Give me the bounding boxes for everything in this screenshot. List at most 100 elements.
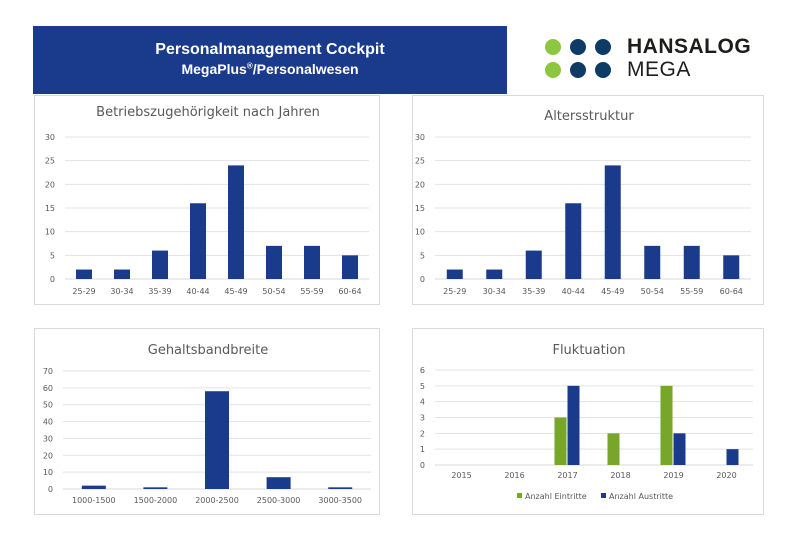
- x-tick-label: 2019: [663, 471, 683, 480]
- hansalog-logo: HANSALOG MEGA: [545, 35, 765, 82]
- y-tick-label: 5: [420, 382, 425, 391]
- x-tick-label: 50-54: [262, 287, 285, 296]
- y-tick-label: 30: [415, 133, 425, 142]
- bar: [304, 245, 320, 279]
- y-tick-label: 10: [415, 228, 425, 237]
- x-tick-label: 35-39: [148, 287, 171, 296]
- x-tick-label: 50-54: [641, 287, 664, 296]
- y-tick-label: 15: [45, 204, 55, 213]
- chart-betriebszugehoerigkeit: Betriebszugehörigkeit nach Jahren 0 5 10 15 2…: [34, 95, 380, 305]
- chart-title: Altersstruktur: [544, 109, 634, 124]
- chart-svg: Altersstruktur 0 5 10 15 20 25 30 25-29 30-34 35-3…: [415, 109, 751, 296]
- bar: [228, 165, 244, 279]
- logo-dots-icon: [545, 36, 625, 82]
- y-tick-label: 30: [45, 133, 55, 142]
- x-tick-label: 40-44: [562, 287, 585, 296]
- cockpit-subtitle: MegaPlus®/Personalwesen: [33, 61, 507, 77]
- chart-altersstruktur: Altersstruktur 0 5 10 15 20 25 30 25-29 30-34 35-3…: [412, 95, 764, 305]
- y-tick-label: 50: [43, 401, 53, 410]
- bar: [114, 269, 130, 279]
- x-tick-label: 45-49: [224, 287, 247, 296]
- x-tick-label: 30-34: [483, 287, 506, 296]
- x-tick-label: 60-64: [338, 287, 361, 296]
- chart-svg: Fluktuation 0 1 2 3 4 5 6 2015 2016 2017 2018 2019 20…: [420, 343, 753, 501]
- bar: [607, 433, 620, 465]
- bar: [644, 245, 661, 279]
- chart-title: Gehaltsbandbreite: [148, 343, 269, 358]
- y-tick-label: 1: [420, 445, 425, 454]
- x-tick-label: 1500-2000: [134, 496, 178, 505]
- y-tick-label: 20: [45, 180, 55, 189]
- chart-svg: Gehaltsbandbreite 0 10 20 30 40 50 60 70 1000-150…: [43, 343, 371, 505]
- bar: [266, 245, 282, 279]
- bar: [525, 250, 542, 279]
- x-tick-label: 60-64: [720, 287, 743, 296]
- x-tick-label: 55-59: [300, 287, 323, 296]
- bar: [152, 250, 168, 279]
- logo-dot-navy-2: [595, 39, 611, 55]
- logo-dot-navy-4: [595, 62, 611, 78]
- y-tick-label: 60: [43, 384, 53, 393]
- x-tick-label: 25-29: [72, 287, 95, 296]
- y-tick-label: 0: [48, 485, 53, 494]
- bar: [726, 449, 739, 465]
- y-tick-label: 6: [420, 366, 425, 375]
- bar: [486, 269, 503, 279]
- legend-label: Anzahl Austritte: [609, 492, 673, 501]
- bar: [723, 255, 740, 279]
- y-tick-label: 25: [45, 157, 55, 166]
- y-tick-label: 4: [420, 398, 425, 407]
- logo-text-hansalog: HANSALOG: [627, 35, 752, 58]
- y-tick-label: 0: [420, 275, 425, 284]
- bar: [328, 487, 353, 489]
- logo-text-mega: MEGA: [627, 58, 691, 81]
- y-tick-label: 15: [415, 204, 425, 213]
- x-tick-label: 2016: [504, 471, 524, 480]
- x-tick-label: 1000-1500: [72, 496, 116, 505]
- bar: [205, 391, 229, 489]
- x-tick-label: 55-59: [680, 287, 703, 296]
- bar: [446, 269, 463, 279]
- y-tick-label: 20: [43, 451, 53, 460]
- legend-swatch: [601, 493, 606, 498]
- bar: [604, 165, 621, 279]
- subtitle-rest: /Personalwesen: [252, 61, 359, 77]
- bar: [673, 433, 686, 465]
- chart-svg: Betriebszugehörigkeit nach Jahren 0 5 10 15 2…: [45, 105, 369, 296]
- bar: [143, 487, 168, 489]
- y-tick-label: 10: [45, 228, 55, 237]
- bar: [81, 485, 106, 489]
- y-tick-label: 0: [420, 461, 425, 470]
- y-tick-label: 3: [420, 414, 425, 423]
- bar: [660, 385, 673, 465]
- x-tick-label: 2500-3000: [257, 496, 301, 505]
- bar: [76, 269, 92, 279]
- y-tick-label: 20: [415, 180, 425, 189]
- x-tick-label: 30-34: [110, 287, 133, 296]
- bar: [266, 477, 291, 489]
- y-tick-label: 10: [43, 468, 53, 477]
- logo-dot-navy-3: [570, 62, 586, 78]
- subtitle-main: MegaPlus: [181, 61, 247, 77]
- x-tick-label: 2000-2500: [195, 496, 239, 505]
- y-tick-label: 0: [50, 275, 55, 284]
- y-tick-label: 40: [43, 418, 53, 427]
- bar: [342, 255, 358, 279]
- y-tick-label: 5: [50, 251, 55, 260]
- registered-mark: ®: [246, 61, 253, 71]
- chart-fluktuation: Fluktuation 0 1 2 3 4 5 6 2015 2016 2017 2018 2019 20…: [412, 328, 764, 515]
- x-tick-label: 3000-3500: [318, 496, 362, 505]
- x-tick-label: 45-49: [601, 287, 624, 296]
- logo-dot-navy-1: [570, 39, 586, 55]
- y-tick-label: 5: [420, 251, 425, 260]
- x-tick-label: 2017: [557, 471, 577, 480]
- y-tick-label: 30: [43, 434, 53, 443]
- chart-title: Betriebszugehörigkeit nach Jahren: [96, 105, 320, 120]
- y-tick-label: 25: [415, 157, 425, 166]
- logo-dot-green-1: [545, 39, 561, 55]
- logo-dot-green-2: [545, 62, 561, 78]
- chart-title: Fluktuation: [552, 343, 625, 358]
- y-tick-label: 70: [43, 367, 53, 376]
- bar: [565, 203, 582, 279]
- legend-label: Anzahl Eintritte: [525, 492, 587, 501]
